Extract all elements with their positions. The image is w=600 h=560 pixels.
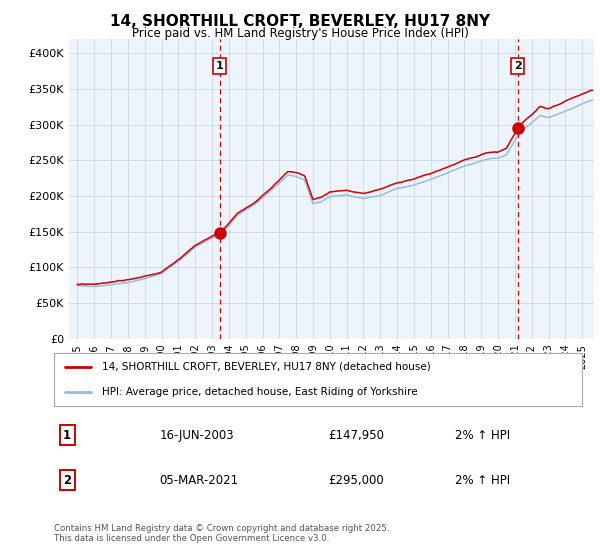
Text: 2: 2 xyxy=(63,474,71,487)
Text: 14, SHORTHILL CROFT, BEVERLEY, HU17 8NY (detached house): 14, SHORTHILL CROFT, BEVERLEY, HU17 8NY … xyxy=(101,362,430,372)
Text: 1: 1 xyxy=(63,429,71,442)
Text: £147,950: £147,950 xyxy=(329,429,385,442)
Text: 1: 1 xyxy=(216,61,224,71)
Text: 05-MAR-2021: 05-MAR-2021 xyxy=(160,474,239,487)
Text: £295,000: £295,000 xyxy=(329,474,385,487)
Text: 2% ↑ HPI: 2% ↑ HPI xyxy=(455,474,511,487)
Text: 2% ↑ HPI: 2% ↑ HPI xyxy=(455,429,511,442)
Text: 16-JUN-2003: 16-JUN-2003 xyxy=(160,429,234,442)
Text: 14, SHORTHILL CROFT, BEVERLEY, HU17 8NY: 14, SHORTHILL CROFT, BEVERLEY, HU17 8NY xyxy=(110,14,490,29)
Text: Price paid vs. HM Land Registry's House Price Index (HPI): Price paid vs. HM Land Registry's House … xyxy=(131,27,469,40)
Text: Contains HM Land Registry data © Crown copyright and database right 2025.
This d: Contains HM Land Registry data © Crown c… xyxy=(54,524,389,543)
Text: 2: 2 xyxy=(514,61,521,71)
Text: HPI: Average price, detached house, East Riding of Yorkshire: HPI: Average price, detached house, East… xyxy=(101,387,417,397)
